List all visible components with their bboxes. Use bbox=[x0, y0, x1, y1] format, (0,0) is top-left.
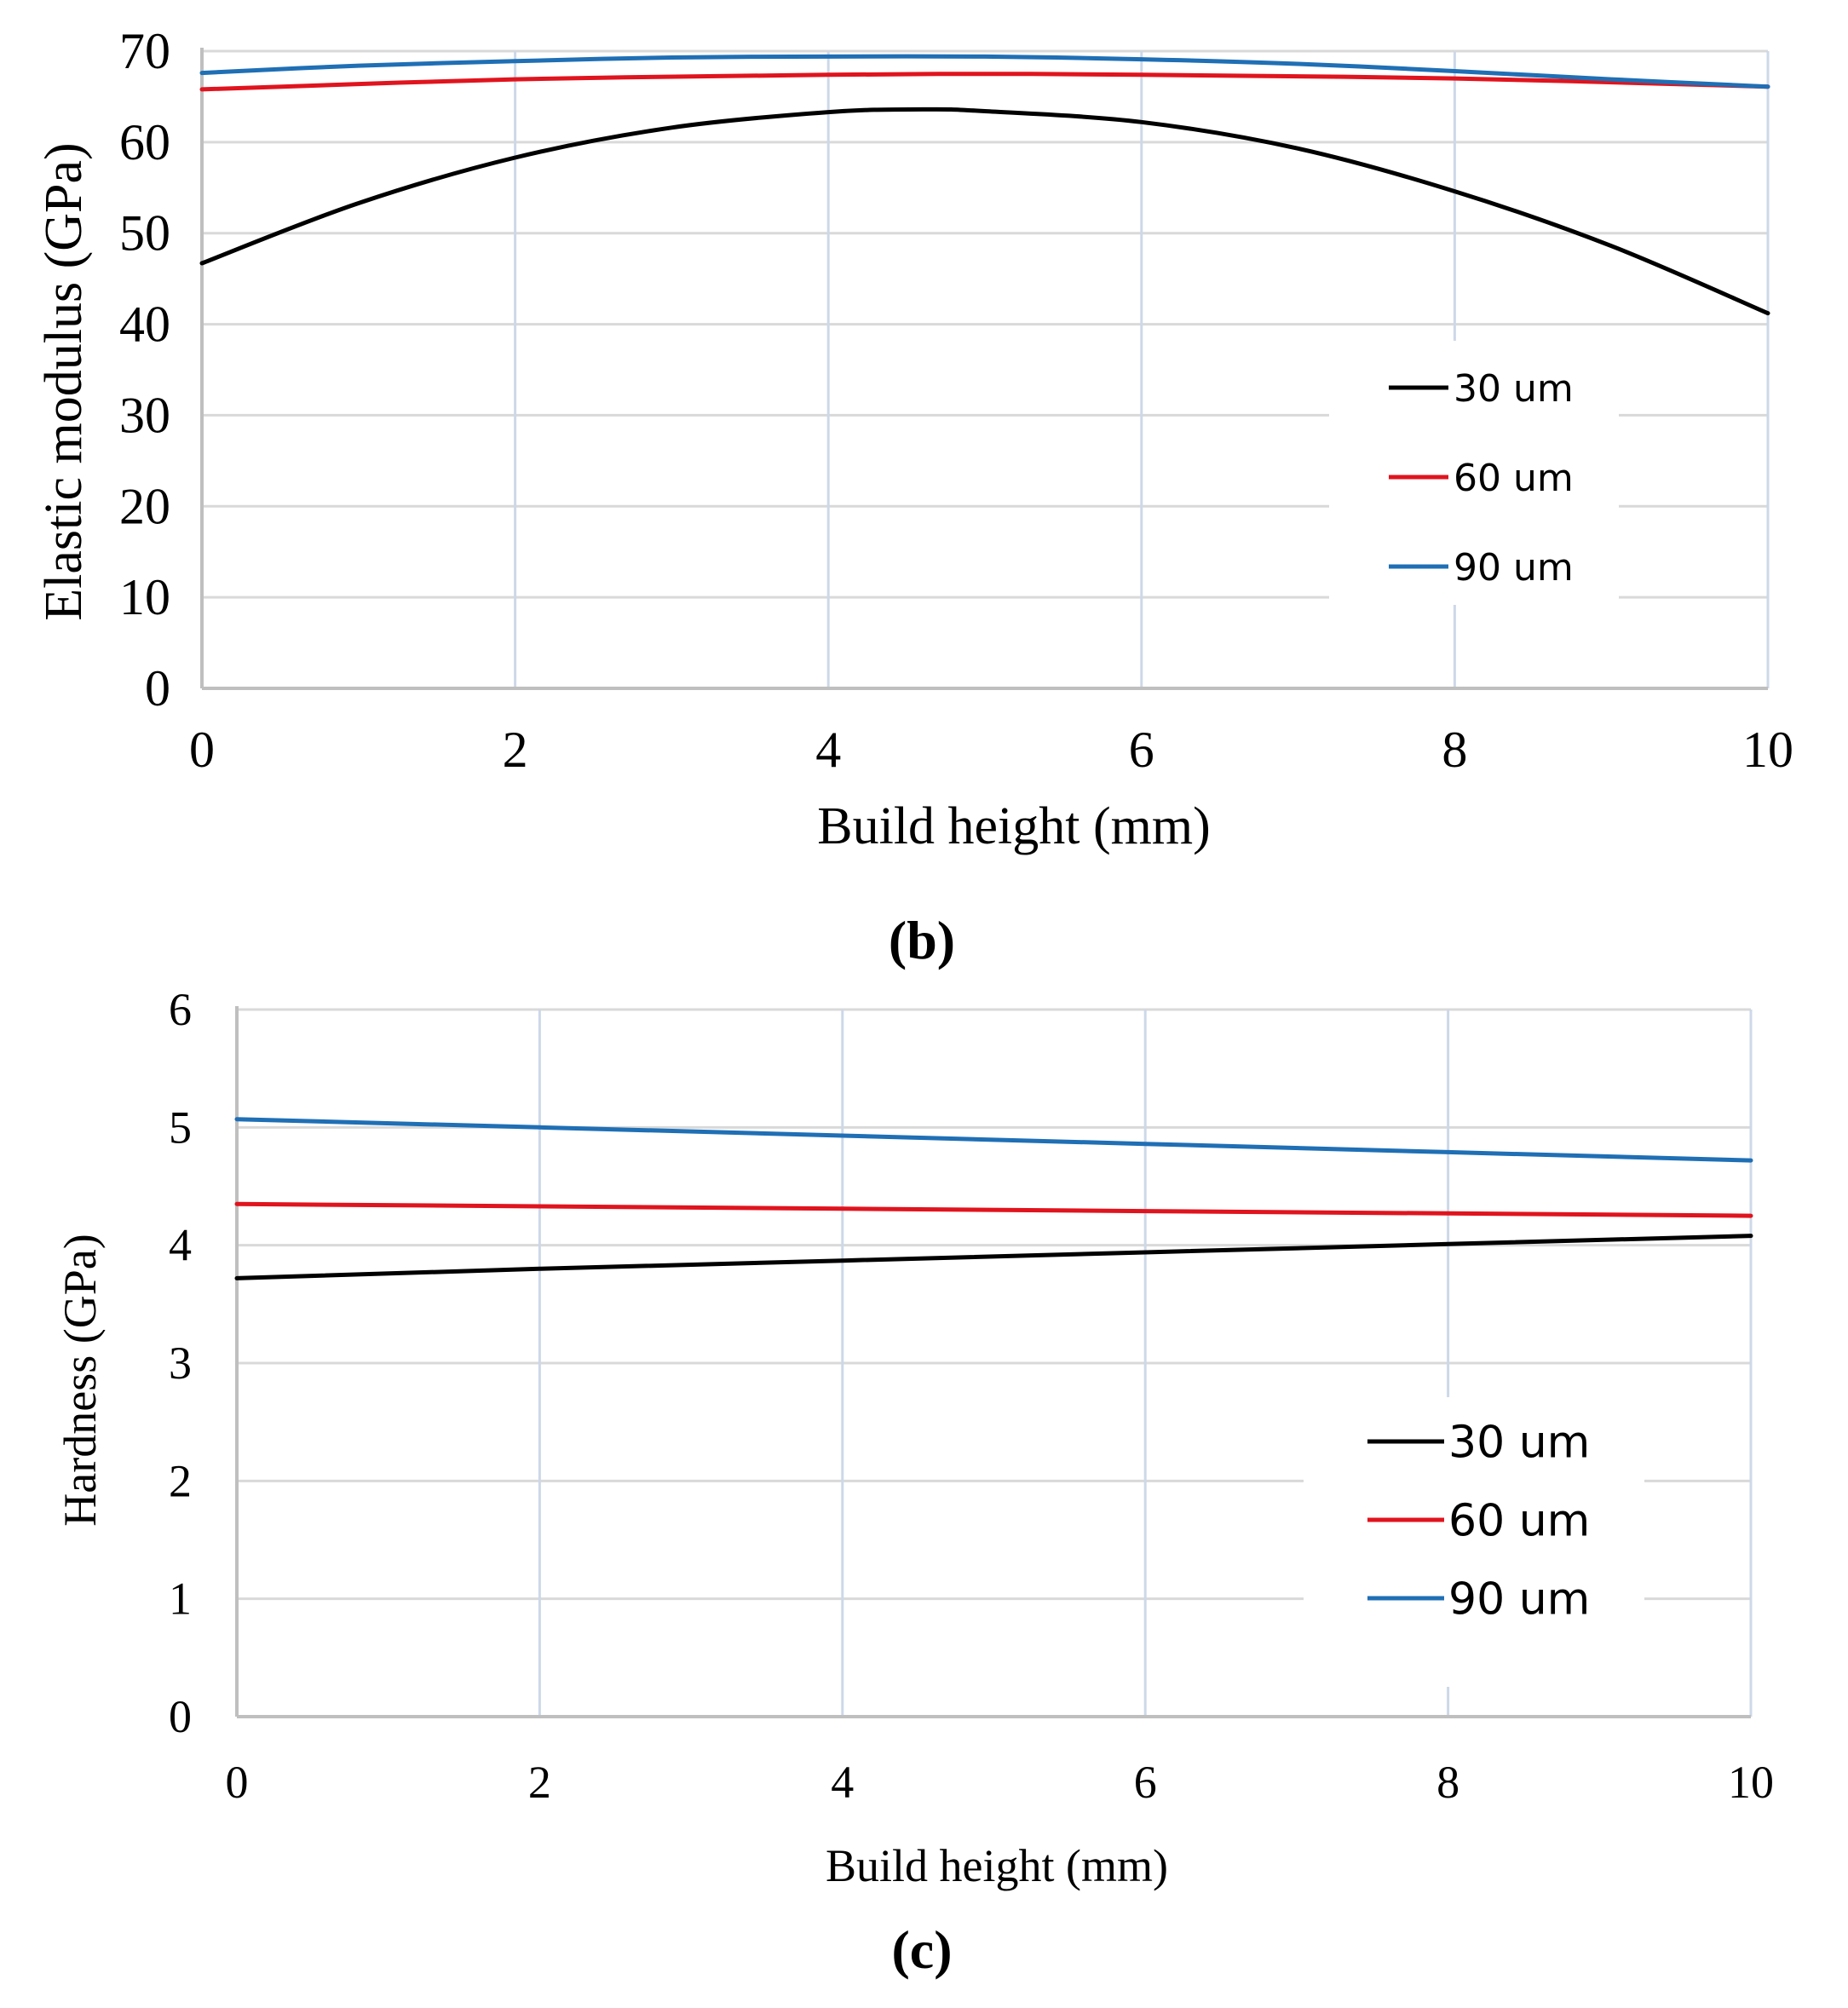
elastic-modulus-legend: 30 um 60 um 90 um bbox=[1329, 341, 1619, 605]
elastic-modulus-legend-label: 60 um bbox=[1454, 457, 1574, 500]
elastic-modulus-x-tick-label: 6 bbox=[1129, 722, 1154, 778]
hardness-y-tick-label: 1 bbox=[169, 1574, 192, 1625]
hardness-y-tick-label: 2 bbox=[169, 1455, 192, 1506]
elastic-modulus-x-tick-label: 0 bbox=[189, 722, 215, 778]
hardness-legend: 30 um 60 um 90 um bbox=[1304, 1397, 1644, 1687]
hardness-legend-label: 30 um bbox=[1448, 1418, 1590, 1469]
elastic-modulus-series-line-60um bbox=[199, 72, 1770, 92]
hardness-legend-background bbox=[1304, 1397, 1644, 1687]
panel-c-caption: (c) bbox=[891, 1919, 952, 1980]
elastic-modulus-y-tick-label: 70 bbox=[119, 23, 170, 79]
hardness-x-tick-label: 10 bbox=[1728, 1757, 1774, 1808]
hardness-x-tick-label: 8 bbox=[1436, 1757, 1459, 1808]
elastic-modulus-legend-background bbox=[1329, 341, 1619, 605]
hardness-series bbox=[234, 1117, 1753, 1280]
elastic-modulus-axes bbox=[200, 48, 1768, 690]
hardness-x-tick-label: 4 bbox=[831, 1757, 854, 1808]
hardness-legend-label: 60 um bbox=[1448, 1496, 1590, 1547]
hardness-series-line-30um bbox=[234, 1234, 1753, 1280]
hardness-series-line-60um bbox=[234, 1201, 1753, 1218]
hardness-chart: 0 2 4 6 8 10 0 1 2 3 4 5 6 Build height (mm) Hardnes… bbox=[55, 984, 1774, 1980]
elastic-modulus-y-axis-label: Elastic modulus (GPa) bbox=[35, 142, 93, 620]
elastic-modulus-series-line-90um bbox=[199, 54, 1770, 89]
hardness-axes bbox=[235, 1006, 1751, 1718]
elastic-modulus-x-tick-label: 10 bbox=[1742, 722, 1793, 778]
elastic-modulus-x-axis-label: Build height (mm) bbox=[817, 797, 1211, 855]
elastic-modulus-series bbox=[199, 54, 1770, 316]
elastic-modulus-chart: 0 2 4 6 8 10 0 10 20 30 40 50 60 70 Build height (mm)… bbox=[35, 23, 1793, 970]
hardness-y-tick-label: 4 bbox=[169, 1220, 192, 1271]
elastic-modulus-series-line-30um bbox=[199, 106, 1770, 316]
elastic-modulus-legend-label: 30 um bbox=[1454, 367, 1574, 411]
hardness-x-axis-label: Build height (mm) bbox=[826, 1840, 1168, 1891]
hardness-y-tick-label: 6 bbox=[169, 984, 192, 1035]
hardness-x-tick-label: 0 bbox=[226, 1757, 249, 1808]
elastic-modulus-tick-labels: 0 2 4 6 8 10 0 10 20 30 40 50 60 70 bbox=[119, 23, 1793, 778]
elastic-modulus-gridlines bbox=[202, 49, 1770, 688]
hardness-tick-labels: 0 2 4 6 8 10 0 1 2 3 4 5 6 bbox=[169, 984, 1774, 1808]
hardness-y-tick-label: 5 bbox=[169, 1102, 192, 1153]
elastic-modulus-y-tick-label: 50 bbox=[119, 205, 170, 262]
elastic-modulus-legend-label: 90 um bbox=[1454, 546, 1574, 590]
hardness-y-axis-label: Hardness (GPa) bbox=[55, 1234, 106, 1526]
elastic-modulus-x-tick-label: 4 bbox=[815, 722, 841, 778]
elastic-modulus-x-tick-label: 2 bbox=[503, 722, 528, 778]
elastic-modulus-y-tick-label: 60 bbox=[119, 114, 170, 170]
panel-b-caption: (b) bbox=[889, 910, 955, 970]
hardness-y-tick-label: 0 bbox=[169, 1691, 192, 1742]
elastic-modulus-y-tick-label: 10 bbox=[119, 569, 170, 625]
elastic-modulus-y-tick-label: 20 bbox=[119, 478, 170, 534]
elastic-modulus-y-tick-label: 40 bbox=[119, 296, 170, 353]
elastic-modulus-y-tick-label: 30 bbox=[119, 387, 170, 443]
elastic-modulus-x-tick-label: 8 bbox=[1442, 722, 1467, 778]
hardness-x-tick-label: 6 bbox=[1134, 1757, 1157, 1808]
hardness-x-tick-label: 2 bbox=[528, 1757, 551, 1808]
hardness-series-line-90um bbox=[234, 1117, 1753, 1163]
elastic-modulus-y-tick-label: 0 bbox=[145, 660, 170, 716]
hardness-legend-label: 90 um bbox=[1448, 1574, 1590, 1625]
hardness-y-tick-label: 3 bbox=[169, 1338, 192, 1389]
